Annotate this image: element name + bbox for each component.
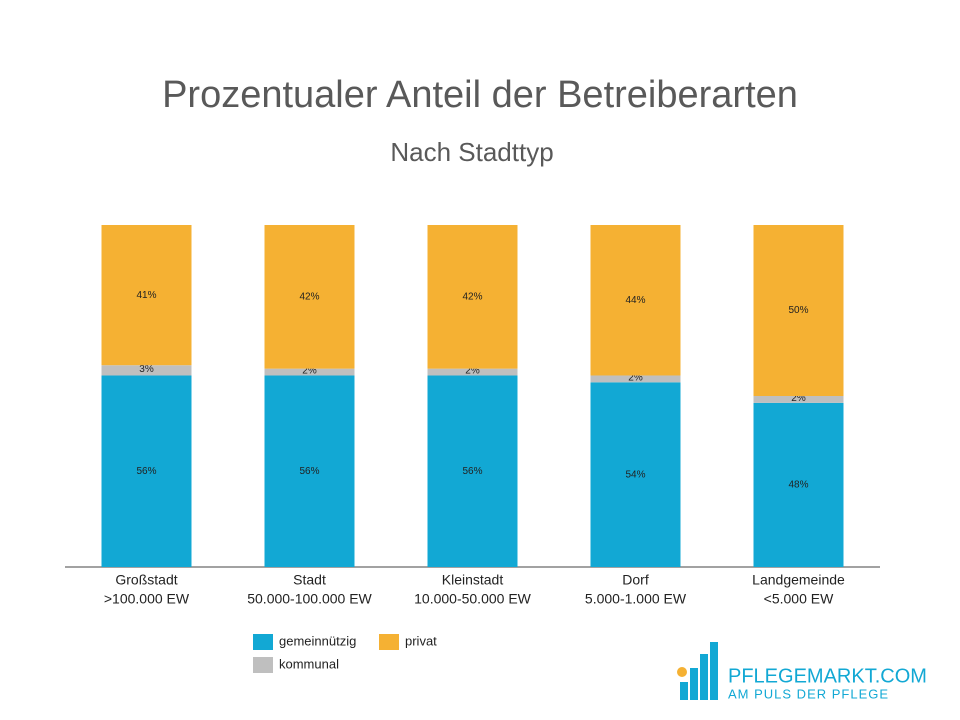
bar-segment <box>264 368 355 376</box>
value-label: 44% <box>625 295 645 306</box>
x-tick-label: 10.000-50.000 EW <box>414 591 532 607</box>
x-tick-label: Großstadt <box>115 572 177 588</box>
legend-swatch <box>379 634 399 650</box>
logo-dot <box>677 667 687 677</box>
value-label: 56% <box>299 466 319 477</box>
logo-bar <box>690 668 698 700</box>
value-label: 2% <box>465 366 480 377</box>
logo-tagline: AM PULS DER PFLEGE <box>728 686 889 701</box>
chart-title: Prozentualer Anteil der Betreiberarten <box>162 74 798 116</box>
legend-label: privat <box>405 633 437 648</box>
bar-segment <box>427 368 518 376</box>
value-label: 42% <box>462 291 482 302</box>
bar-segment <box>753 396 844 403</box>
value-label: 3% <box>139 364 154 375</box>
value-label: 41% <box>136 290 156 301</box>
bar-segment <box>101 375 192 567</box>
value-label: 50% <box>788 305 808 316</box>
legend-label: gemeinnützig <box>279 633 356 648</box>
logo: PFLEGEMARKT.COM AM PULS DER PFLEGE <box>677 642 927 701</box>
bar-segment <box>427 375 518 567</box>
legend-swatch <box>253 657 273 673</box>
legend-label: kommunal <box>279 656 339 671</box>
x-tick-label: Stadt <box>293 572 326 588</box>
bar-segment <box>753 225 844 396</box>
logo-bar <box>710 642 718 700</box>
value-label: 56% <box>136 466 156 477</box>
bar-segment <box>753 402 844 567</box>
x-tick-label: >100.000 EW <box>104 591 190 607</box>
value-label: 2% <box>791 393 806 404</box>
bar-segment <box>590 225 681 376</box>
bar-segment <box>101 225 192 366</box>
logo-bar <box>700 654 708 700</box>
bar-segment <box>264 375 355 567</box>
value-label: 48% <box>788 480 808 491</box>
logo-name: PFLEGEMARKT.COM <box>728 665 927 687</box>
value-label: 2% <box>302 366 317 377</box>
x-tick-label: Kleinstadt <box>442 572 504 588</box>
logo-bar <box>680 682 688 700</box>
x-tick-label: Dorf <box>622 572 649 588</box>
bar-segment <box>101 365 192 376</box>
x-tick-label: <5.000 EW <box>764 591 834 607</box>
bar-segment <box>590 375 681 383</box>
bar-segment <box>590 382 681 567</box>
legend-swatch <box>253 634 273 650</box>
x-tick-label: 5.000-1.000 EW <box>585 591 687 607</box>
x-tick-label: 50.000-100.000 EW <box>247 591 372 607</box>
bar-segment <box>427 225 518 369</box>
value-label: 54% <box>625 469 645 480</box>
bar-segment <box>264 225 355 369</box>
value-label: 2% <box>628 373 643 384</box>
chart-subtitle: Nach Stadttyp <box>390 137 553 167</box>
value-label: 42% <box>299 291 319 302</box>
x-tick-label: Landgemeinde <box>752 572 845 588</box>
value-label: 56% <box>462 466 482 477</box>
